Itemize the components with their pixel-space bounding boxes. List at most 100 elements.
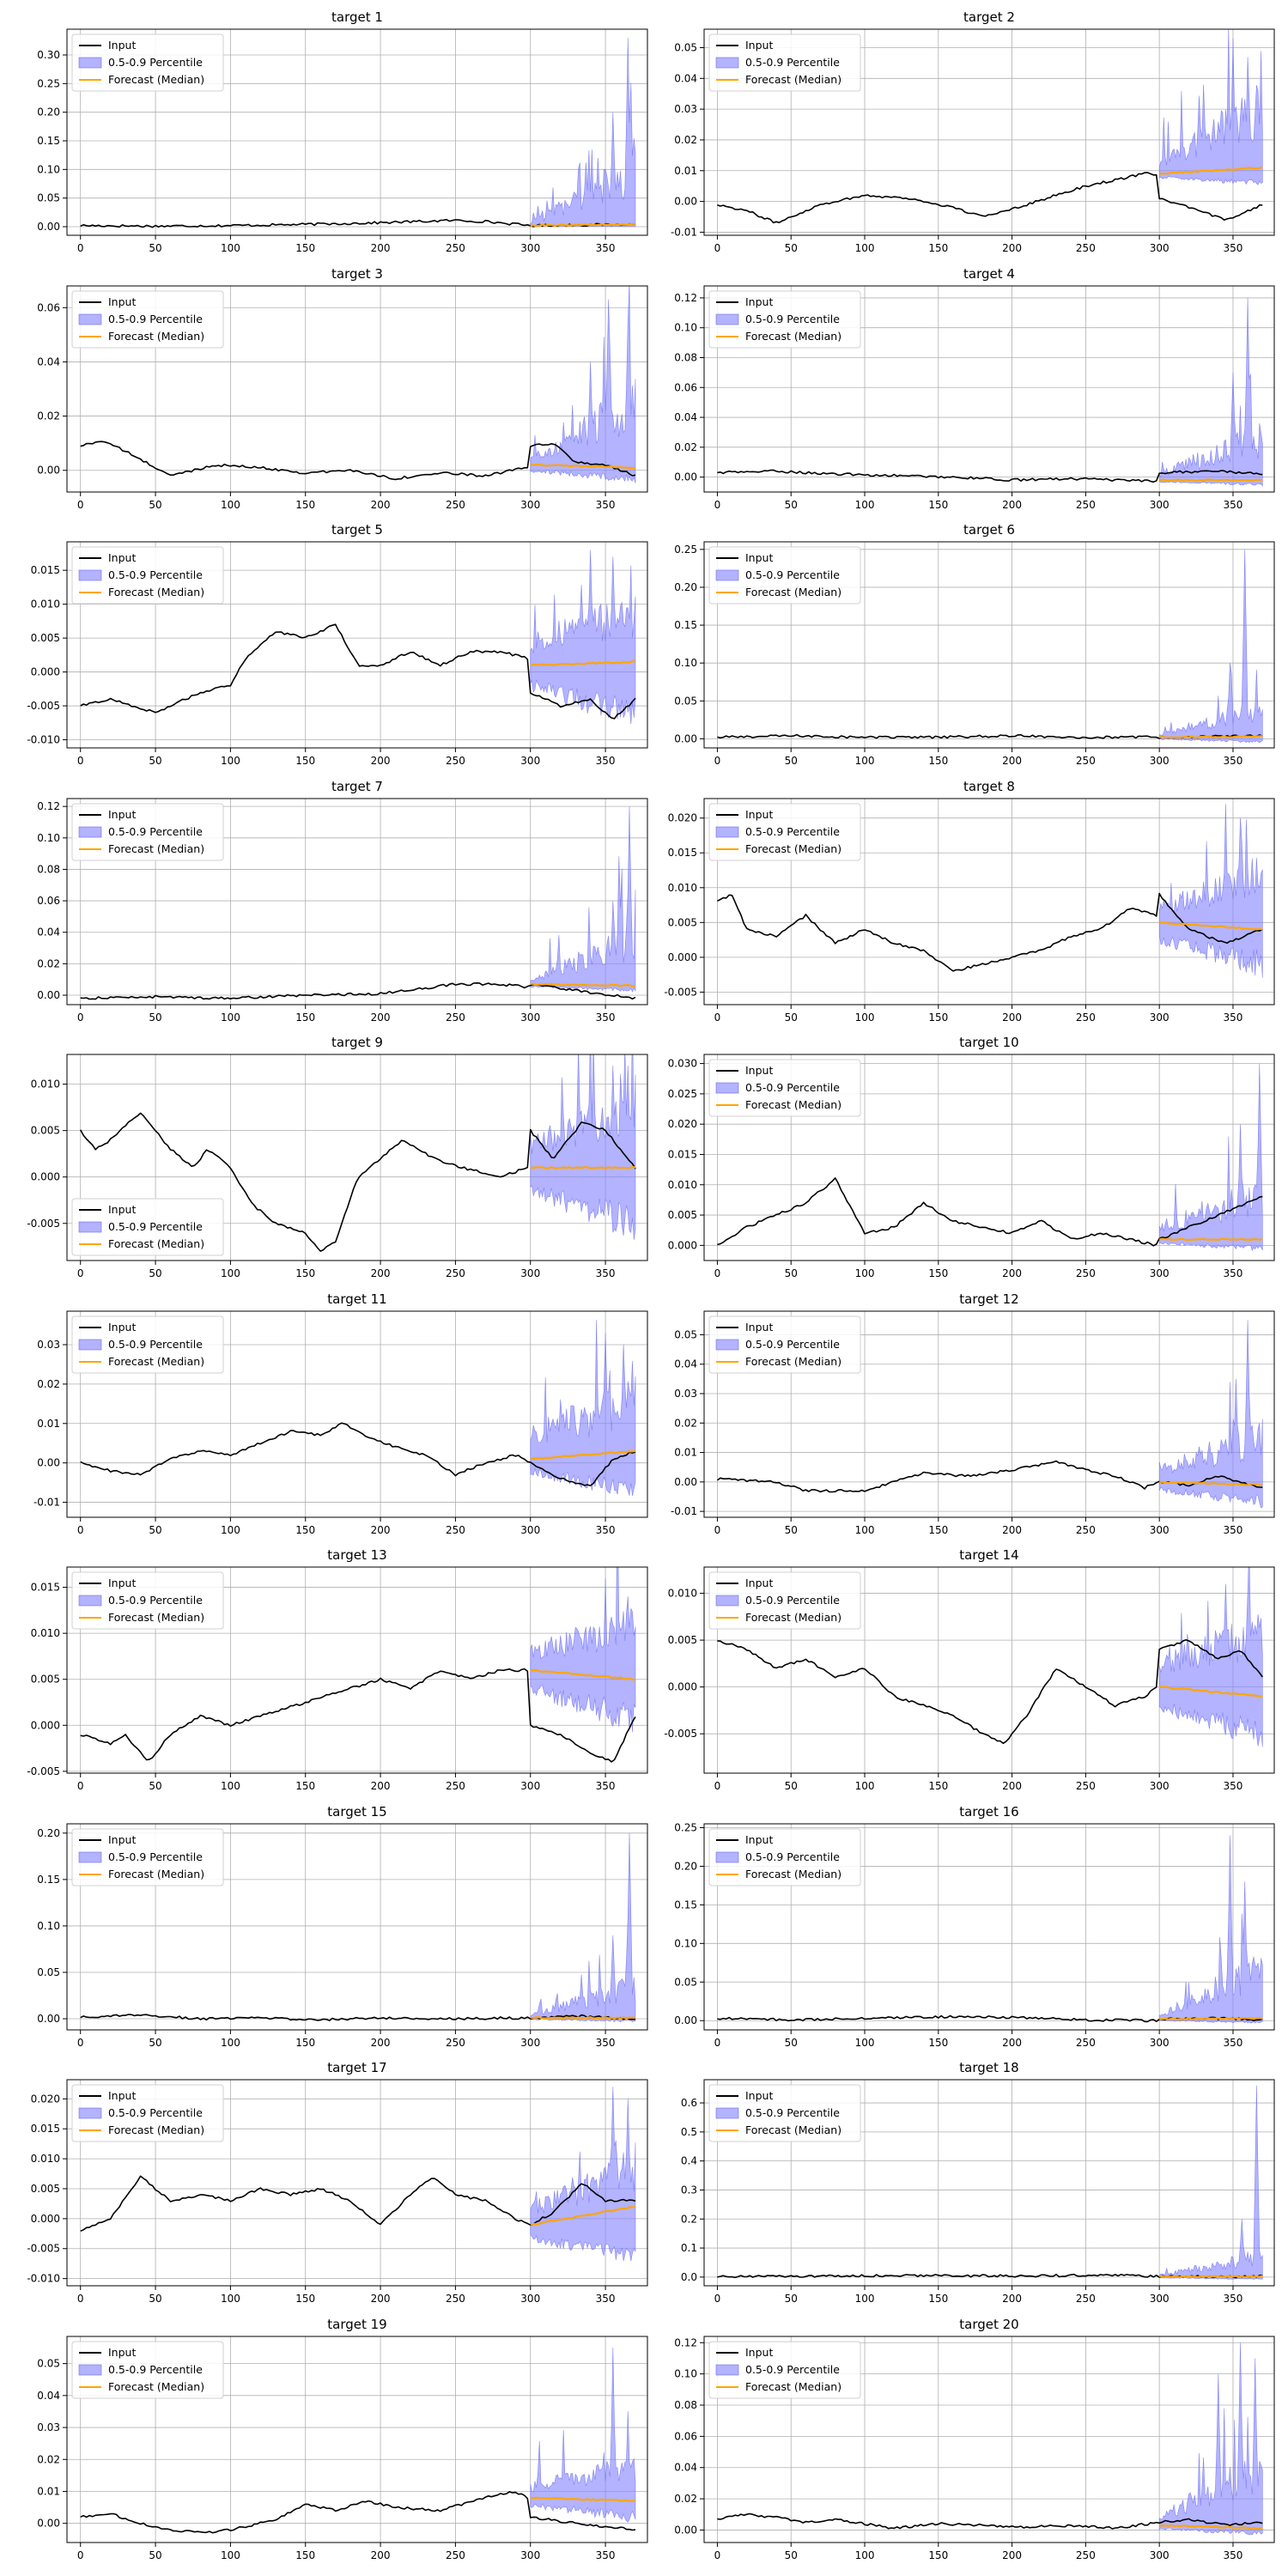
- chart-panel-16: target 16 0 50 100 150 200 250 300 350 0.00 0.05 0.…: [674, 1804, 1275, 2049]
- percentile-band: [1158, 549, 1263, 744]
- axes-frame: [66, 1310, 648, 1517]
- x-tick-label: 200: [371, 1267, 391, 1279]
- legend: Input 0.5-0.9 Percentile Forecast (Median): [708, 1571, 861, 1630]
- y-tick-label: 0.4: [681, 2155, 697, 2167]
- median-forecast-line: [530, 1668, 635, 1680]
- x-tick-label: 350: [1224, 755, 1243, 767]
- y-tick-label: -0.005: [27, 1765, 60, 1777]
- y-tick-label: 0.10: [674, 1937, 697, 1949]
- x-tick-label: 350: [1224, 2037, 1243, 2049]
- x-tick-label: 0: [77, 755, 84, 767]
- x-tick-label: 250: [1076, 1524, 1096, 1536]
- median-forecast-line: [1159, 2275, 1263, 2279]
- legend: Input 0.5-0.9 Percentile Forecast (Median): [708, 2084, 861, 2142]
- percentile-band: [1158, 1834, 1263, 2023]
- axes-frame: [66, 285, 648, 492]
- y-tick-label: 0.010: [31, 1627, 60, 1639]
- x-tick-label: 350: [1224, 1012, 1243, 1024]
- x-tick-label: 350: [596, 2037, 616, 2049]
- axes-frame: [703, 1823, 1275, 2030]
- legend-label-median: Forecast (Median): [745, 2380, 841, 2393]
- x-tick-label: 50: [785, 1524, 798, 1536]
- legend-label-input: Input: [745, 551, 773, 564]
- y-tick-label: 0.04: [674, 72, 697, 84]
- x-tick-label: 300: [1150, 2037, 1170, 2049]
- x-tick-label: 300: [1150, 2549, 1170, 2561]
- legend-label-median: Forecast (Median): [108, 1237, 204, 1250]
- axes-frame: [703, 541, 1275, 749]
- x-tick-label: 300: [520, 2293, 540, 2305]
- legend: Input 0.5-0.9 Percentile Forecast (Median): [708, 1828, 861, 1886]
- y-tick-label: 0.030: [668, 1058, 697, 1070]
- y-tick-label: 0.20: [674, 581, 697, 593]
- y-tick-label: 0.0: [681, 2271, 697, 2283]
- y-tick-label: 0.015: [31, 564, 60, 576]
- y-tick-label: 0.02: [37, 410, 60, 422]
- x-tick-label: 300: [520, 2037, 540, 2049]
- x-tick-label: 50: [149, 2549, 161, 2561]
- x-tick-label: 250: [1076, 755, 1096, 767]
- y-tick-label: 0.010: [668, 1588, 697, 1600]
- y-tick-label: -0.010: [27, 2273, 60, 2285]
- chart-title: target 14: [959, 1547, 1018, 1563]
- median-forecast-line: [1158, 2524, 1263, 2530]
- x-tick-label: 200: [1002, 499, 1022, 511]
- y-tick-label: 0.20: [674, 1860, 697, 1872]
- input-line: [80, 2490, 636, 2534]
- y-tick-label: -0.005: [27, 1218, 60, 1230]
- y-tick-label: 0.000: [31, 666, 60, 678]
- x-tick-label: 350: [596, 242, 616, 254]
- legend-label-input: Input: [108, 2089, 136, 2102]
- legend: Input 0.5-0.9 Percentile Forecast (Median): [708, 2341, 861, 2398]
- legend-label-input: Input: [745, 1321, 773, 1334]
- legend-marker-band: [715, 1851, 739, 1862]
- plot-area: [80, 1832, 636, 2022]
- x-tick-label: 100: [221, 2293, 240, 2305]
- legend-label-median: Forecast (Median): [108, 1355, 204, 1368]
- x-tick-label: 150: [928, 1780, 948, 1792]
- legend-marker-band: [78, 1851, 102, 1862]
- x-tick-label: 200: [1002, 2037, 1022, 2049]
- x-tick-label: 250: [446, 1524, 465, 1536]
- x-tick-label: 100: [855, 499, 875, 511]
- plot-area: [80, 2347, 636, 2534]
- median-forecast-line: [530, 2206, 636, 2226]
- legend-label-median: Forecast (Median): [745, 73, 841, 86]
- plot-area: [80, 1567, 636, 1763]
- percentile-band: [1158, 297, 1263, 487]
- y-tick-label: 0.5: [681, 2126, 697, 2138]
- legend-marker-band: [715, 2364, 739, 2375]
- x-tick-label: 250: [446, 2293, 465, 2305]
- chart-panel-3: target 3 0 50 100 150 200 250 300 350 0.00 0.02 0.0…: [37, 266, 648, 511]
- x-tick-label: 150: [928, 1267, 948, 1279]
- chart-title: target 12: [959, 1291, 1018, 1307]
- chart-title: target 17: [327, 2060, 386, 2075]
- x-tick-label: 50: [149, 2037, 161, 2049]
- x-tick-label: 50: [785, 2037, 798, 2049]
- y-tick-label: 0.04: [37, 926, 60, 938]
- x-tick-label: 250: [1076, 499, 1096, 511]
- legend-label-input: Input: [108, 295, 136, 308]
- y-tick-label: -0.01: [671, 1505, 697, 1517]
- x-tick-label: 100: [221, 1524, 240, 1536]
- x-tick-label: 100: [221, 242, 240, 254]
- legend-label-input: Input: [745, 39, 773, 52]
- input-line: [80, 623, 636, 720]
- y-tick-label: 0.00: [37, 221, 60, 233]
- chart-title: target 20: [959, 2317, 1018, 2332]
- legend-label-band: 0.5-0.9 Percentile: [108, 2106, 203, 2119]
- x-tick-label: 150: [928, 1524, 948, 1536]
- y-tick-label: 0.25: [674, 1821, 697, 1833]
- x-tick-label: 100: [855, 1267, 875, 1279]
- y-tick-label: 0.025: [668, 1088, 697, 1100]
- x-tick-label: 250: [1076, 1780, 1096, 1792]
- legend-label-median: Forecast (Median): [745, 1098, 841, 1111]
- legend-label-input: Input: [108, 1321, 136, 1334]
- median-forecast-line: [530, 2495, 635, 2502]
- y-tick-label: 0.12: [37, 800, 60, 812]
- legend: Input 0.5-0.9 Percentile Forecast (Median): [71, 1571, 224, 1630]
- legend: Input 0.5-0.9 Percentile Forecast (Median): [71, 33, 224, 92]
- x-tick-label: 150: [295, 1267, 315, 1279]
- x-tick-label: 250: [1076, 242, 1096, 254]
